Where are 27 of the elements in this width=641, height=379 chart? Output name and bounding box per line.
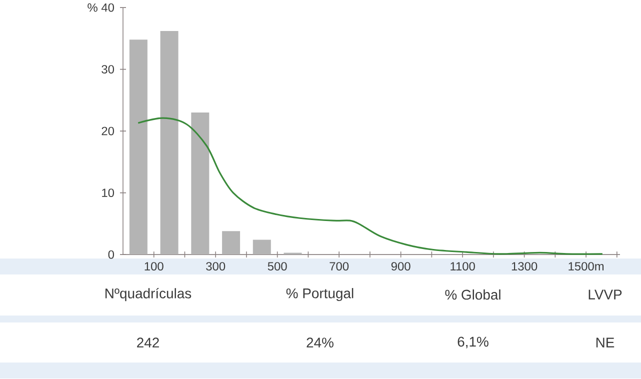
bar [222,231,240,255]
text: % Global [445,290,500,300]
x-tick-label: 1500m [568,262,604,271]
bar [191,112,210,255]
x-tick-label: 700 [330,262,349,271]
y-tick-label: 10 [102,188,114,198]
y-tick-label: 30 [102,65,114,74]
x-tick-label: 1300 [512,262,538,271]
text: 6,1% [458,336,488,349]
y-tick-label: % 40 [88,4,114,12]
x-tick-label: 300 [206,262,226,271]
bar [129,40,148,255]
bar [160,31,178,255]
text: Nºquadrículas [106,288,192,302]
text: NE [596,338,614,348]
x-tick-label: 500 [268,262,287,271]
x-tick-label: 1100 [450,262,475,271]
text: % Portugal [286,288,354,302]
y-tick-label: 20 [102,127,114,136]
text: 24% [306,338,334,348]
bar [252,240,271,255]
x-tick-label: 100 [144,262,164,271]
line-series [137,118,604,256]
y-tick-label: 0 [108,250,114,259]
x-tick-label: 900 [391,262,410,271]
text: LVVP [588,290,622,300]
text: 242 [137,338,159,348]
